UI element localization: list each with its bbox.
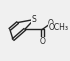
Text: O: O (48, 19, 54, 28)
Text: OCH₃: OCH₃ (49, 23, 69, 32)
Text: O: O (40, 37, 45, 46)
Text: S: S (32, 15, 36, 24)
